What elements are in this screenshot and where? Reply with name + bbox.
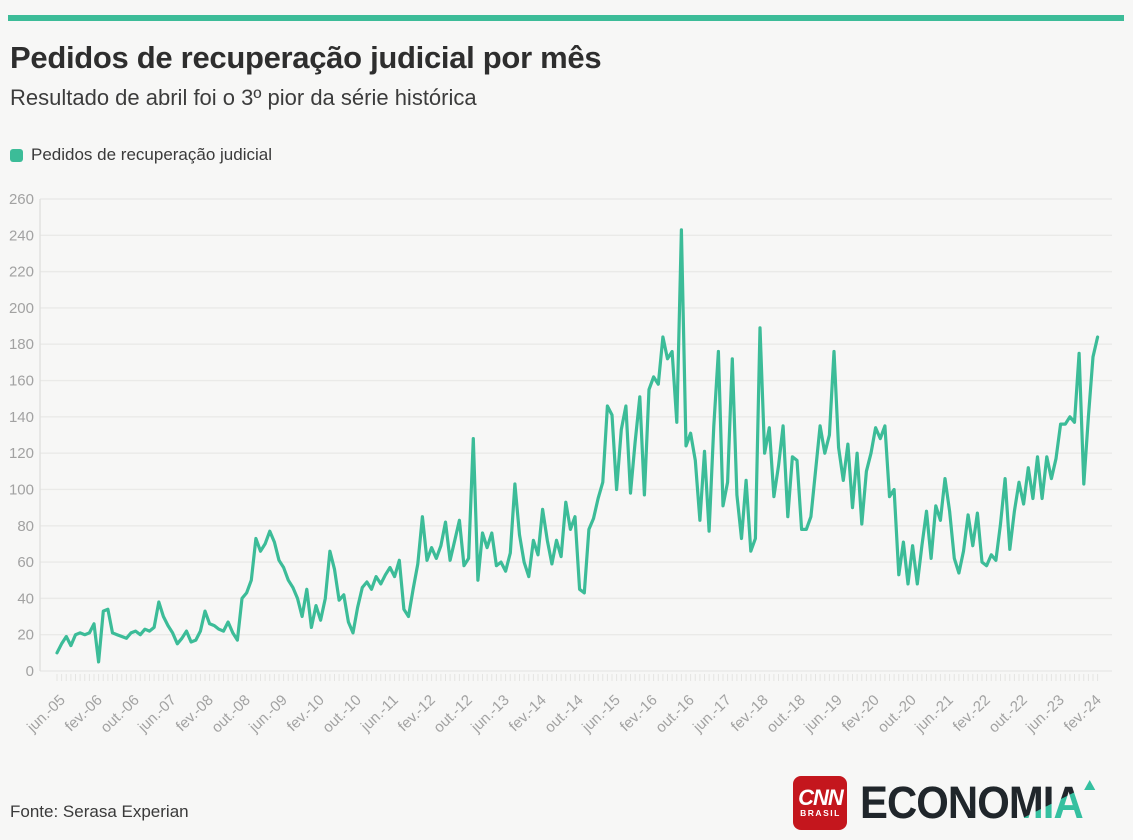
y-axis: 0 20 40 60 80 100 120 140 160 180 200 220 240 260: [9, 191, 1112, 680]
page-title: Pedidos de recuperação judicial por mês: [10, 40, 602, 75]
x-tick-label: fev.-16: [617, 692, 661, 735]
y-tick-label: 40: [17, 590, 34, 607]
x-tick-label: jun.-15: [578, 692, 624, 737]
accent-bar: [8, 15, 1124, 21]
page-subtitle: Resultado de abril foi o 3º pior da séri…: [10, 85, 477, 110]
y-tick-label: 0: [26, 663, 34, 680]
triangle-icon: [1084, 780, 1096, 790]
y-tick-label: 140: [9, 409, 34, 426]
x-tick-label: fev.-08: [173, 692, 217, 735]
x-tick-label: fev.-06: [62, 692, 106, 735]
line-chart: 0 20 40 60 80 100 120 140 160 180 200 220 240 260 jun.…: [0, 185, 1133, 785]
y-tick-label: 240: [9, 227, 34, 244]
x-tick-label: jun.-19: [800, 692, 846, 737]
x-tick-label: fev.-14: [506, 692, 550, 735]
wordmark-dark-part: ECONO: [860, 777, 1010, 828]
x-tick-label: out.-14: [541, 692, 586, 737]
cnn-brasil-logo: CNN BRASIL: [793, 776, 848, 830]
x-tick-label: fev.-22: [950, 692, 994, 735]
source-note: Fonte: Serasa Experian: [10, 802, 189, 821]
x-axis: jun.-05fev.-06out.-06jun.-07fev.-08out.-…: [23, 674, 1105, 736]
y-tick-label: 60: [17, 554, 34, 571]
x-tick-label: jun.-07: [134, 692, 180, 737]
cnn-brasil-text: BRASIL: [800, 808, 841, 818]
x-tick-label: out.-20: [874, 692, 919, 737]
x-tick-label: out.-22: [985, 692, 1030, 737]
y-tick-label: 200: [9, 300, 34, 317]
y-tick-label: 20: [17, 627, 34, 644]
brand-logos: CNN BRASIL ECONO MIA: [793, 776, 1113, 830]
data-line: [55, 228, 1100, 664]
legend-swatch: [10, 148, 23, 162]
x-tick-label: out.-12: [430, 692, 475, 737]
x-tick-label: fev.-18: [728, 692, 772, 735]
x-tick-label: out.-18: [763, 692, 808, 737]
x-tick-label: out.-16: [652, 692, 697, 737]
wordmark-accent-part: MIA: [1009, 777, 1084, 828]
y-tick-label: 160: [9, 373, 34, 390]
x-tick-label: jun.-05: [23, 692, 69, 737]
x-tick-label: out.-08: [208, 692, 253, 737]
x-tick-label: jun.-13: [467, 692, 513, 737]
x-tick-label: jun.-09: [245, 692, 291, 737]
y-tick-label: 100: [9, 481, 34, 498]
x-tick-label: out.-06: [97, 692, 142, 737]
y-tick-label: 120: [9, 445, 34, 462]
economia-wordmark: ECONO MIA: [860, 777, 1096, 829]
x-tick-label: fev.-24: [1061, 692, 1105, 735]
x-tick-label: fev.-12: [395, 692, 439, 735]
cnn-logo-text: CNN: [798, 785, 844, 810]
x-tick-label: jun.-17: [689, 692, 735, 737]
y-tick-label: 80: [17, 518, 34, 535]
x-tick-label: fev.-20: [839, 692, 883, 735]
y-tick-label: 260: [9, 191, 34, 208]
legend: Pedidos de recuperação judicial: [10, 145, 272, 165]
y-tick-label: 220: [9, 264, 34, 281]
y-tick-label: 180: [9, 336, 34, 353]
x-tick-label: out.-10: [319, 692, 364, 737]
x-tick-label: jun.-23: [1022, 692, 1068, 737]
x-tick-label: fev.-10: [284, 692, 328, 735]
x-tick-label: jun.-11: [357, 692, 402, 736]
legend-label: Pedidos de recuperação judicial: [31, 145, 272, 164]
x-tick-label: jun.-21: [911, 692, 957, 737]
